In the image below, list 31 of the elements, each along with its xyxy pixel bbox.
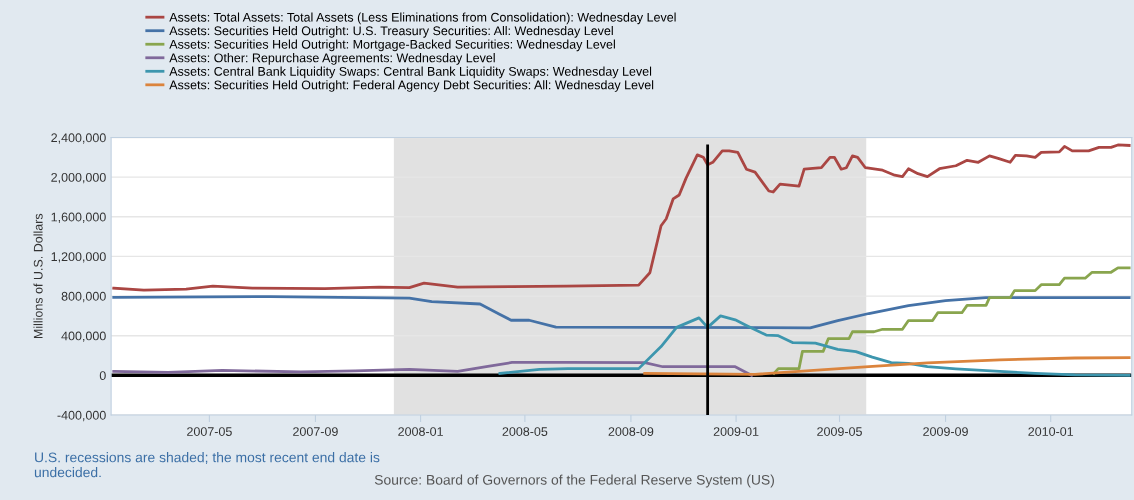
legend-label: Assets: Total Assets: Total Assets (Less Eliminations from Consolidation): Wednesday Level [169, 12, 676, 25]
line-series [772, 266, 1131, 375]
x-tick-label: 2009-09 [923, 427, 968, 436]
y-tick-label: 400,000 [61, 331, 106, 342]
x-tick-label: 2009-01 [713, 427, 759, 436]
y-tick-label: 1,200,000 [51, 252, 106, 263]
x-tick-label: 2008-09 [608, 427, 654, 436]
line-series [498, 314, 1131, 377]
x-tick-label: 2008-01 [398, 427, 443, 436]
legend-label: Assets: Securities Held Outright: U.S. Treasury Securities: All: Wednesday Level [169, 26, 613, 38]
y-tick-label: 800,000 [61, 291, 106, 303]
legend-label: Assets: Central Bank Liquidity Swaps: Central Bank Liquidity Swaps: Wednesday Level [169, 66, 652, 79]
x-tick-label: 2008-05 [502, 427, 548, 436]
y-axis-title: Millions of U.S. Dollars [33, 213, 43, 339]
y-tick-label: -400,000 [57, 410, 106, 422]
x-tick-label: 2010-01 [1028, 427, 1074, 436]
legend-label: Assets: Securities Held Outright: Federal Agency Debt Securities: All: Wednesday Level [169, 80, 654, 92]
y-tick-label: 2,000,000 [51, 172, 106, 184]
line-series [112, 143, 1131, 292]
y-tick-label: 1,600,000 [51, 212, 106, 223]
x-tick-label: 2009-05 [817, 427, 862, 436]
legend-label: Assets: Other: Repurchase Agreements: Wednesday Level [169, 53, 495, 65]
y-tick-label: 2,400,000 [51, 133, 106, 144]
y-tick-label: 0 [99, 371, 106, 381]
x-tick-label: 2007-09 [293, 427, 338, 436]
x-tick-label: 2007-05 [187, 427, 232, 436]
legend-label: Assets: Securities Held Outright: Mortgage-Backed Securities: Wednesday Level [169, 39, 615, 52]
source-note: Source: Board of Governors of the Federal Reserve System (US) [374, 474, 774, 488]
line-series [112, 295, 1131, 330]
line-series [112, 361, 753, 377]
line-series [643, 356, 1131, 376]
